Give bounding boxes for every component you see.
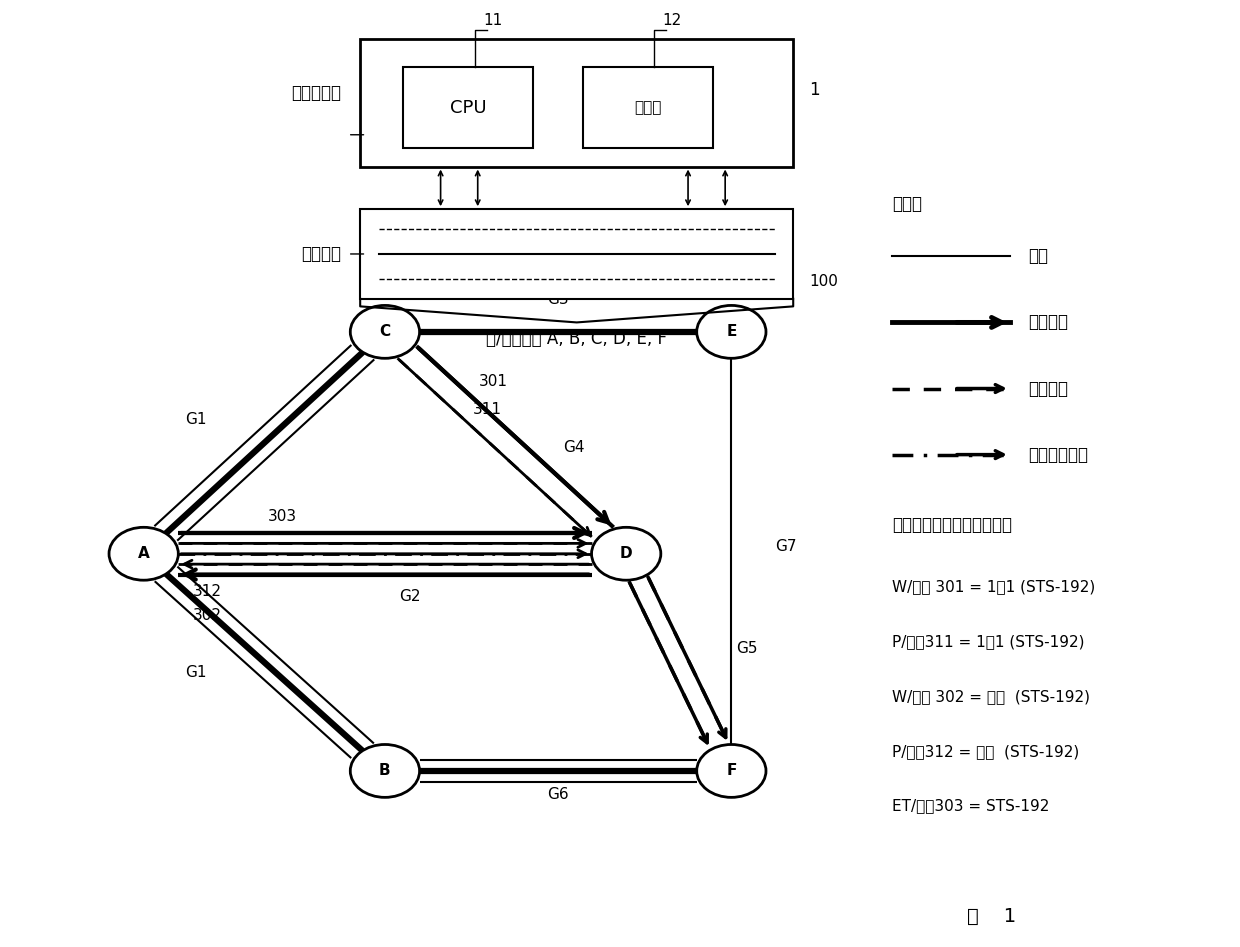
Text: 311: 311 — [472, 402, 501, 418]
Text: 附加业务路径: 附加业务路径 — [1028, 446, 1089, 464]
Text: A: A — [138, 546, 150, 562]
Text: 到/来自节点 A, B, C, D, E, F: 到/来自节点 A, B, C, D, E, F — [486, 331, 667, 348]
Text: W/路径 302 = 共享  (STS-192): W/路径 302 = 共享 (STS-192) — [893, 689, 1090, 704]
Text: G2: G2 — [399, 589, 420, 604]
Text: G1: G1 — [186, 412, 207, 427]
Circle shape — [591, 527, 661, 581]
Circle shape — [350, 744, 419, 797]
Text: P/路径312 = 共享  (STS-192): P/路径312 = 共享 (STS-192) — [893, 743, 1080, 759]
Text: 301: 301 — [479, 374, 507, 389]
Text: G3: G3 — [547, 292, 569, 307]
Circle shape — [109, 527, 179, 581]
Text: E: E — [727, 325, 737, 339]
Text: CPU: CPU — [450, 98, 487, 116]
Text: D: D — [620, 546, 632, 562]
Circle shape — [697, 744, 766, 797]
Text: 存储器: 存储器 — [634, 100, 661, 116]
Text: 图    1: 图 1 — [967, 907, 1016, 926]
Text: 保护路径: 保护路径 — [1028, 380, 1069, 398]
Text: C: C — [379, 325, 391, 339]
Text: B: B — [379, 763, 391, 778]
Text: 312: 312 — [193, 584, 222, 599]
Text: G1: G1 — [186, 665, 207, 680]
FancyBboxPatch shape — [403, 67, 533, 148]
FancyBboxPatch shape — [360, 209, 794, 299]
Text: 302: 302 — [193, 608, 222, 623]
Text: W/路径 301 = 1＋1 (STS-192): W/路径 301 = 1＋1 (STS-192) — [893, 580, 1095, 595]
Text: 303: 303 — [268, 509, 296, 524]
Text: G5: G5 — [737, 641, 758, 656]
Text: G4: G4 — [563, 440, 584, 456]
Text: 图中：: 图中： — [893, 195, 923, 213]
Text: 工作路径: 工作路径 — [1028, 313, 1069, 331]
Text: G7: G7 — [775, 540, 796, 554]
Text: 故障恢复类型（及带宽）：: 故障恢复类型（及带宽）： — [893, 516, 1012, 534]
FancyBboxPatch shape — [360, 39, 794, 167]
Text: ET/路径303 = STS-192: ET/路径303 = STS-192 — [893, 798, 1049, 813]
Text: G6: G6 — [547, 787, 569, 802]
Text: P/路径311 = 1＋1 (STS-192): P/路径311 = 1＋1 (STS-192) — [893, 634, 1085, 650]
Text: 网络控制器: 网络控制器 — [291, 84, 342, 102]
Text: 100: 100 — [810, 275, 838, 290]
Circle shape — [350, 306, 419, 358]
Text: F: F — [727, 763, 737, 778]
Text: 链路: 链路 — [1028, 247, 1048, 265]
Text: 11: 11 — [484, 13, 502, 27]
FancyBboxPatch shape — [583, 67, 713, 148]
Circle shape — [697, 306, 766, 358]
Text: 控制信道: 控制信道 — [301, 245, 342, 263]
Text: 1: 1 — [810, 81, 820, 99]
Text: 12: 12 — [662, 13, 682, 27]
